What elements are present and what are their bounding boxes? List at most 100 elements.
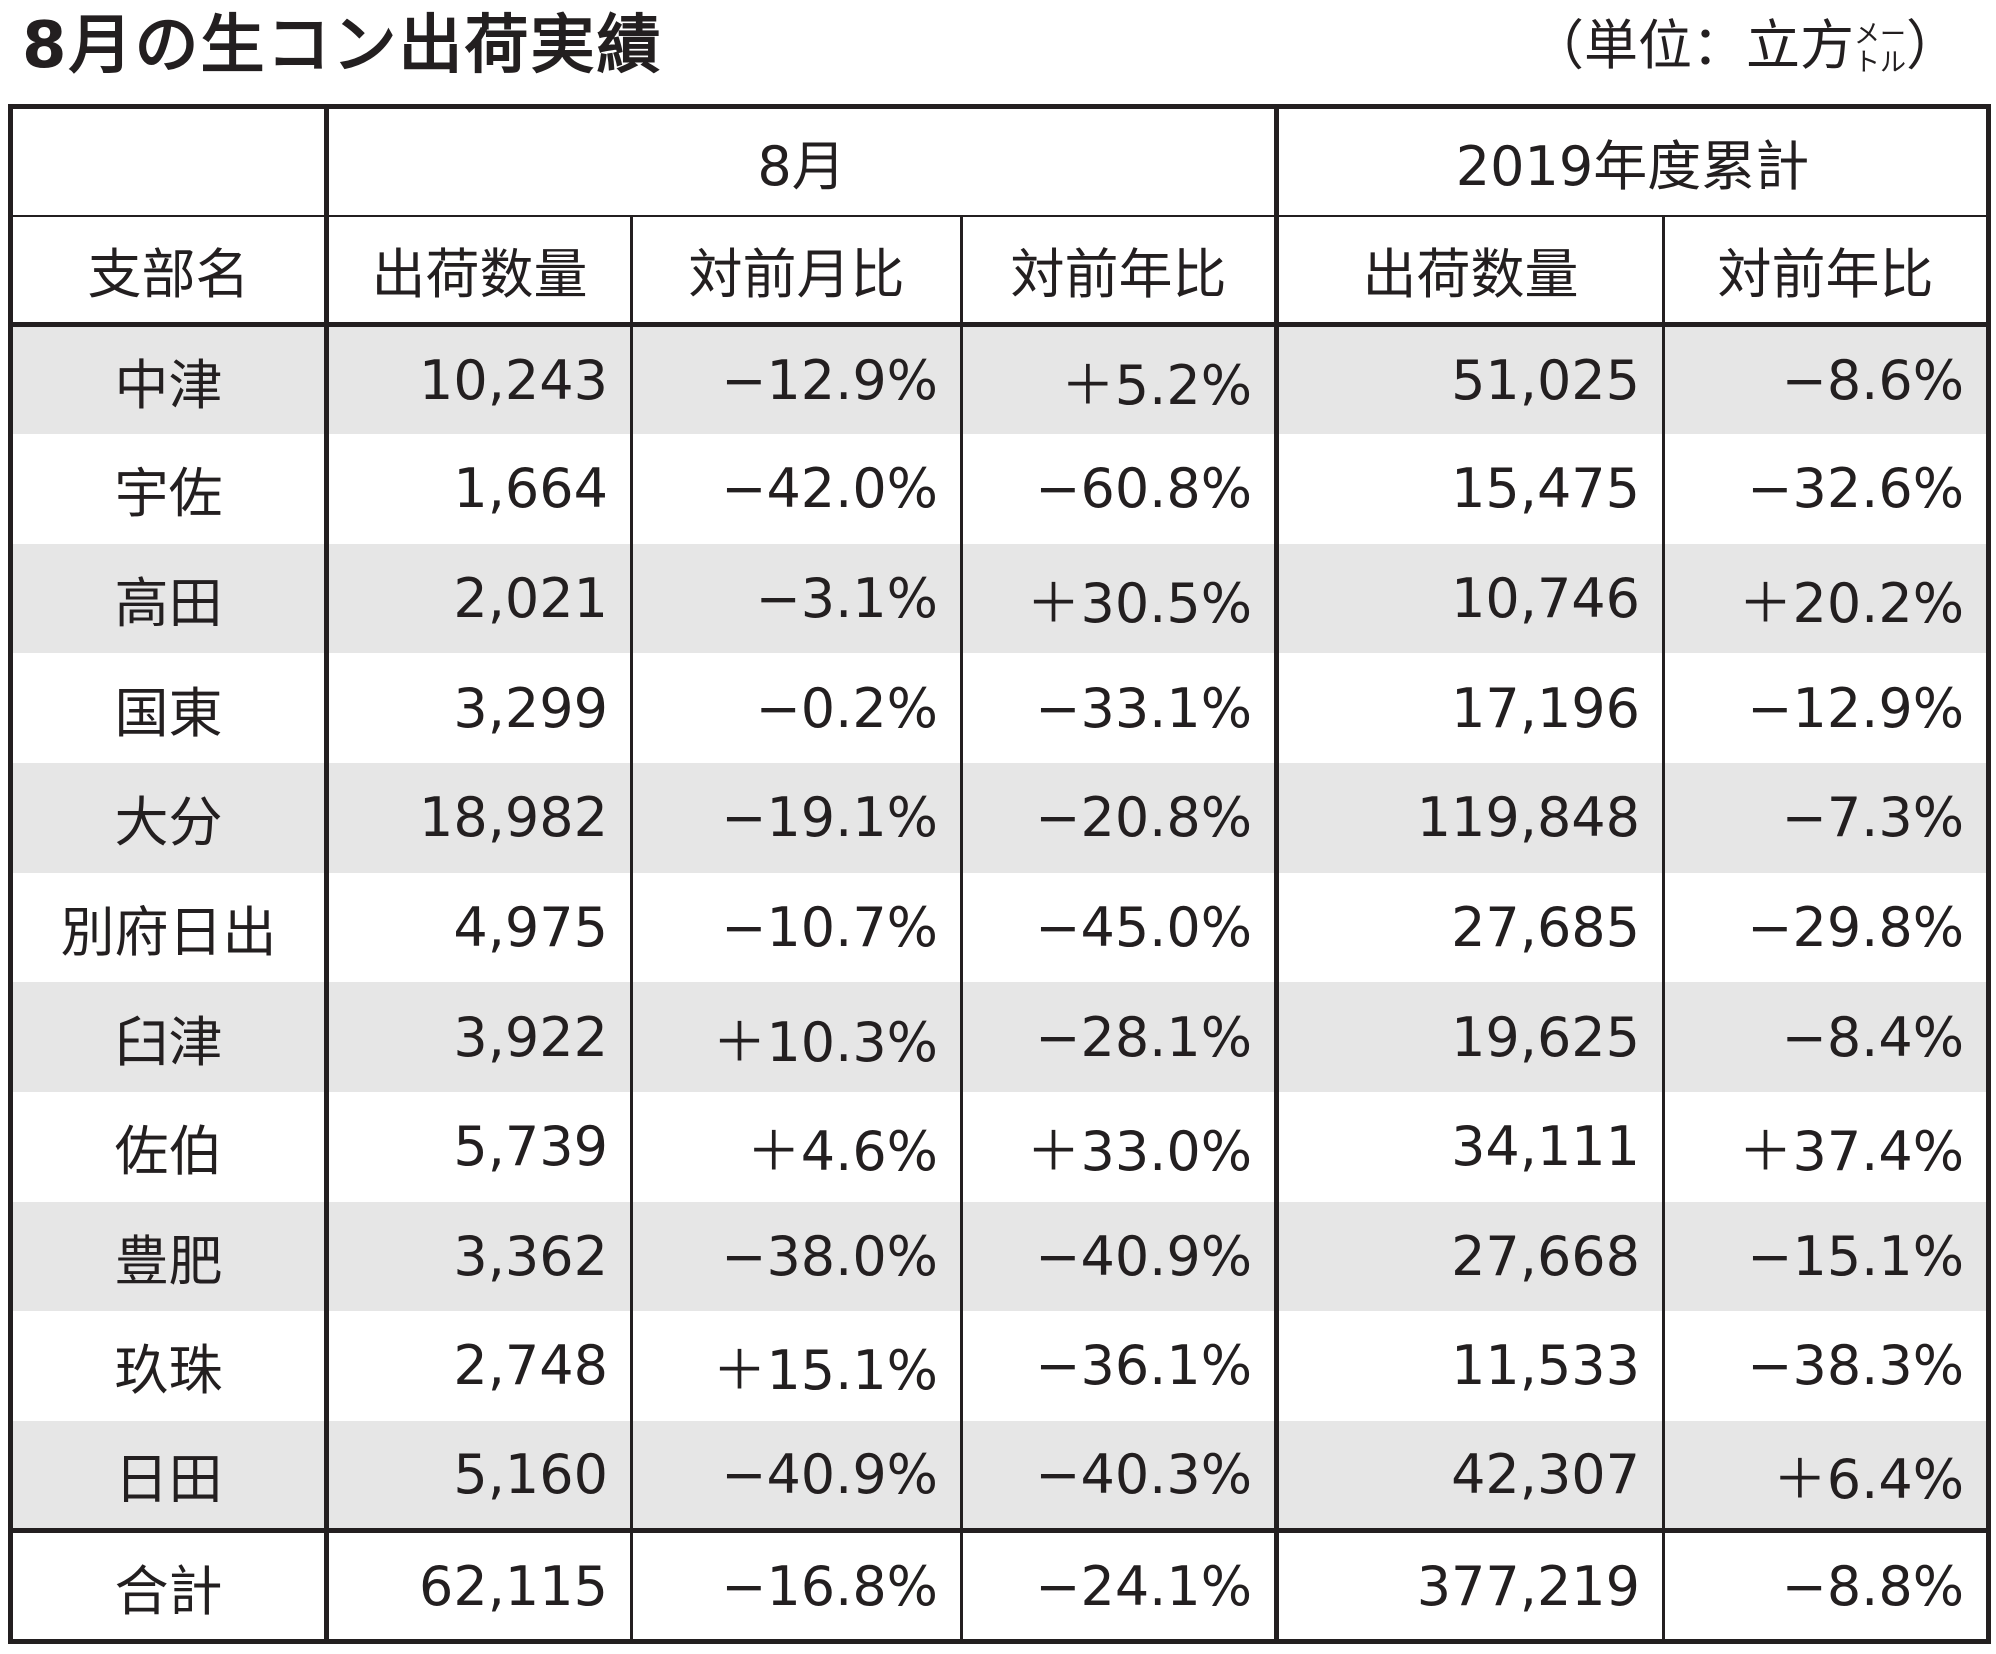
branch-name-cell: 中津 (9, 324, 328, 435)
month-volume-cell: 3,362 (324, 1201, 633, 1312)
month-volume-cell: 10,243 (324, 324, 633, 435)
ytd-yoy-cell: −29.8% (1662, 872, 1991, 983)
total-label: 合計 (9, 1528, 328, 1642)
total-ytd-volume: 377,219 (1274, 1528, 1666, 1642)
month-mom-cell: −3.1% (630, 543, 963, 654)
month-yoy-cell: −28.1% (959, 982, 1279, 1092)
ytd-volume-cell: 11,533 (1274, 1311, 1666, 1421)
unit-suffix: ） (1906, 14, 1960, 77)
branch-name-cell: 日田 (9, 1420, 328, 1531)
month-yoy-cell: −40.9% (959, 1201, 1279, 1312)
table-row: 玖珠 2,748 ＋15.1% −36.1% 11,533 −38.3% (9, 1311, 1991, 1421)
month-mom-cell: −38.0% (630, 1201, 963, 1312)
unit-small-bottom: トル (1853, 48, 1906, 79)
table-row: 国東 3,299 −0.2% −33.1% 17,196 −12.9% (9, 653, 1991, 763)
group-header-fiscal-year: 2019年度累計 (1274, 106, 1991, 217)
month-yoy-cell: −40.3% (959, 1420, 1279, 1531)
month-yoy-cell: ＋33.0% (959, 1091, 1279, 1202)
ytd-yoy-cell: −8.4% (1662, 982, 1991, 1092)
table-body: 中津 10,243 −12.9% ＋5.2% 51,025 −8.6% 宇佐 1,664 −42… (9, 324, 1991, 1531)
unit-note: （単位：立方 メー トル） (1530, 0, 1960, 92)
month-yoy-cell: ＋30.5% (959, 543, 1279, 654)
month-volume-cell: 5,160 (324, 1420, 633, 1531)
month-mom-cell: ＋10.3% (630, 982, 963, 1092)
month-mom-cell: −10.7% (630, 872, 963, 983)
ytd-volume-cell: 42,307 (1274, 1420, 1666, 1531)
month-yoy-cell: −33.1% (959, 653, 1279, 763)
branch-name-cell: 豊肥 (9, 1201, 328, 1312)
branch-name-cell: 大分 (9, 763, 328, 873)
ytd-volume-cell: 10,746 (1274, 543, 1666, 654)
table-row: 臼津 3,922 ＋10.3% −28.1% 19,625 −8.4% (9, 982, 1991, 1092)
table-row: 大分 18,982 −19.1% −20.8% 119,848 −7.3% (9, 763, 1991, 873)
unit-prefix: （単位：立方 (1529, 14, 1854, 77)
month-yoy-cell: −45.0% (959, 872, 1279, 983)
group-header-month: 8月 (323, 106, 1279, 217)
total-ytd-yoy: −8.8% (1662, 1528, 1991, 1642)
branch-name-cell: 国東 (9, 653, 328, 763)
column-header-month-yoy: 対前年比 (959, 215, 1279, 327)
branch-name-cell: 玖珠 (9, 1311, 328, 1421)
total-month-volume: 62,115 (324, 1528, 633, 1642)
month-mom-cell: −19.1% (630, 763, 963, 873)
ytd-yoy-cell: −38.3% (1662, 1311, 1991, 1421)
month-volume-cell: 18,982 (324, 763, 633, 873)
column-header-month-volume: 出荷数量 (324, 215, 633, 327)
month-yoy-cell: −36.1% (959, 1311, 1279, 1421)
column-header-row: 支部名 出荷数量 対前月比 対前年比 出荷数量 対前年比 (9, 215, 1991, 327)
ytd-yoy-cell: ＋20.2% (1662, 543, 1991, 654)
month-yoy-cell: ＋5.2% (959, 324, 1279, 435)
month-mom-cell: −42.0% (630, 434, 963, 544)
month-volume-cell: 3,299 (324, 653, 633, 763)
month-mom-cell: −0.2% (630, 653, 963, 763)
total-month-yoy: −24.1% (959, 1528, 1279, 1642)
ytd-volume-cell: 27,685 (1274, 872, 1666, 983)
unit-small-stack: メー トル (1854, 21, 1906, 77)
ytd-yoy-cell: −32.6% (1662, 434, 1991, 544)
table-row: 高田 2,021 −3.1% ＋30.5% 10,746 ＋20.2% (9, 543, 1991, 654)
ytd-volume-cell: 34,111 (1274, 1091, 1666, 1202)
month-yoy-cell: −60.8% (959, 434, 1279, 544)
group-header-row: 8月 2019年度累計 (9, 106, 1991, 217)
branch-name-cell: 佐伯 (9, 1091, 328, 1202)
month-volume-cell: 5,739 (324, 1091, 633, 1202)
table-row: 別府日出 4,975 −10.7% −45.0% 27,685 −29.8% (9, 872, 1991, 983)
ytd-volume-cell: 19,625 (1274, 982, 1666, 1092)
ytd-yoy-cell: −12.9% (1662, 653, 1991, 763)
page-title: 8月の生コン出荷実績 (22, 9, 663, 83)
month-volume-cell: 2,021 (324, 543, 633, 654)
column-header-ytd-volume: 出荷数量 (1274, 215, 1666, 327)
table-row: 佐伯 5,739 ＋4.6% ＋33.0% 34,111 ＋37.4% (9, 1091, 1991, 1202)
month-volume-cell: 3,922 (324, 982, 633, 1092)
month-mom-cell: −40.9% (630, 1420, 963, 1531)
ytd-yoy-cell: −8.6% (1662, 324, 1991, 435)
branch-name-cell: 臼津 (9, 982, 328, 1092)
branch-name-cell: 別府日出 (9, 872, 328, 983)
month-volume-cell: 2,748 (324, 1311, 633, 1421)
shipment-table: 8月 2019年度累計 支部名 出荷数量 対前月比 対前年比 出荷数量 対前年比… (8, 104, 1992, 1644)
table-row: 日田 5,160 −40.9% −40.3% 42,307 ＋6.4% (9, 1420, 1991, 1531)
month-yoy-cell: −20.8% (959, 763, 1279, 873)
month-mom-cell: ＋15.1% (630, 1311, 963, 1421)
ytd-yoy-cell: ＋6.4% (1662, 1420, 1991, 1531)
month-mom-cell: −12.9% (630, 324, 963, 435)
unit-small-top: メー (1853, 20, 1906, 51)
table-row: 豊肥 3,362 −38.0% −40.9% 27,668 −15.1% (9, 1201, 1991, 1312)
branch-name-cell: 高田 (9, 543, 328, 654)
month-mom-cell: ＋4.6% (630, 1091, 963, 1202)
month-volume-cell: 4,975 (324, 872, 633, 983)
table-row: 宇佐 1,664 −42.0% −60.8% 15,475 −32.6% (9, 434, 1991, 544)
ytd-volume-cell: 17,196 (1274, 653, 1666, 763)
table-row: 中津 10,243 −12.9% ＋5.2% 51,025 −8.6% (9, 324, 1991, 435)
ytd-volume-cell: 119,848 (1274, 763, 1666, 873)
total-month-mom: −16.8% (630, 1528, 963, 1642)
ytd-volume-cell: 51,025 (1274, 324, 1666, 435)
total-row: 合計 62,115 −16.8% −24.1% 377,219 −8.8% (9, 1528, 1991, 1642)
ytd-yoy-cell: −7.3% (1662, 763, 1991, 873)
column-header-branch: 支部名 (9, 215, 328, 327)
header-blank-cell (9, 106, 328, 217)
ytd-volume-cell: 27,668 (1274, 1201, 1666, 1312)
column-header-month-mom: 対前月比 (630, 215, 963, 327)
ytd-yoy-cell: ＋37.4% (1662, 1091, 1991, 1202)
ytd-volume-cell: 15,475 (1274, 434, 1666, 544)
